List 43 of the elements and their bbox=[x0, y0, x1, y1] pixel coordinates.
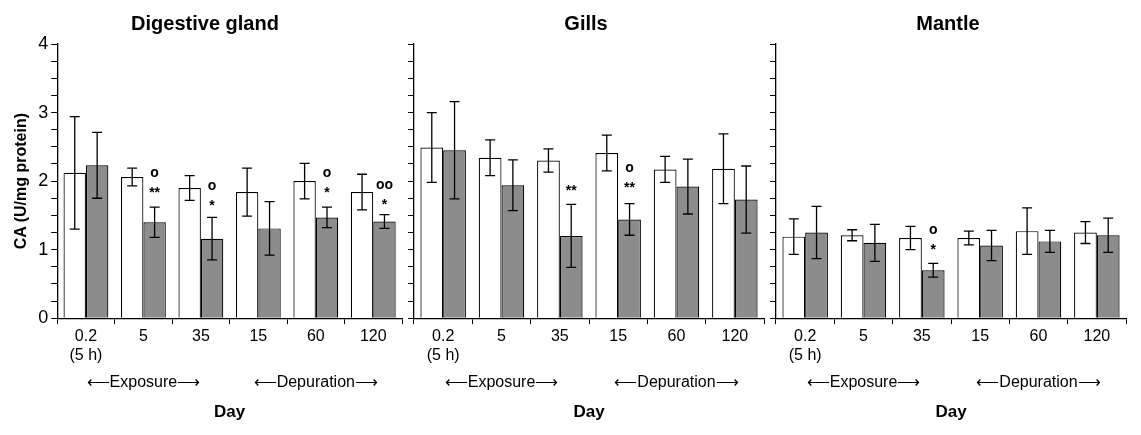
x-tick-label: 120 bbox=[359, 327, 387, 345]
annotation: o * bbox=[207, 176, 217, 213]
x-tick-label: 0.2 (5 h) bbox=[788, 327, 822, 364]
text: ⟵Exposure⟶ bbox=[806, 372, 921, 390]
x-tick-label: 0.2 (5 h) bbox=[69, 327, 103, 364]
annotation: o ** bbox=[149, 164, 161, 201]
text: ⟵Depuration⟶ bbox=[976, 372, 1101, 390]
x-tick-label: 5 bbox=[138, 327, 148, 345]
text: ⟵Depuration⟶ bbox=[614, 372, 739, 390]
x-axis-title: Day bbox=[573, 402, 606, 422]
x-axis-title: Day bbox=[214, 402, 246, 422]
x-tick-label: 60 bbox=[1029, 327, 1048, 345]
text: ⟵Exposure⟶ bbox=[86, 372, 201, 390]
y-tick-label: 2 bbox=[38, 170, 49, 191]
x-tick-label: 5 bbox=[859, 327, 869, 345]
x-tick-label: 0.2 (5 h) bbox=[426, 327, 460, 364]
x-tick-label: 5 bbox=[497, 327, 507, 345]
chart-title: Digestive gland bbox=[131, 11, 279, 34]
annotation: o * bbox=[928, 221, 938, 258]
chart-title: Gills bbox=[564, 11, 608, 34]
annotation: ** bbox=[565, 181, 578, 198]
x-tick-label: 35 bbox=[912, 327, 931, 345]
x-tick-label: 35 bbox=[191, 327, 210, 345]
annotation: o * bbox=[322, 163, 332, 200]
text: ⟵Depuration⟶ bbox=[253, 372, 378, 390]
y-axis-title: CA (U/mg protein) bbox=[12, 112, 30, 250]
y-tick-label: 0 bbox=[38, 307, 49, 328]
annotation: oo * bbox=[375, 175, 394, 212]
y-tick-label: 1 bbox=[38, 238, 49, 259]
chart-title: Mantle bbox=[916, 11, 980, 34]
x-tick-label: 60 bbox=[306, 327, 325, 345]
x-tick-label: 120 bbox=[1083, 327, 1111, 345]
x-axis-title: Day bbox=[935, 402, 968, 422]
text: ⟵Exposure⟶ bbox=[444, 372, 559, 390]
x-tick-label: 35 bbox=[550, 327, 569, 345]
x-tick-label: 60 bbox=[667, 327, 686, 345]
x-tick-label: 15 bbox=[609, 327, 628, 345]
y-tick-label: 3 bbox=[38, 101, 49, 122]
x-tick-label: 120 bbox=[721, 327, 749, 345]
x-tick-label: 15 bbox=[249, 327, 268, 345]
x-tick-label: 15 bbox=[971, 327, 990, 345]
y-tick-label: 4 bbox=[38, 32, 49, 53]
annotation: o ** bbox=[624, 159, 636, 196]
